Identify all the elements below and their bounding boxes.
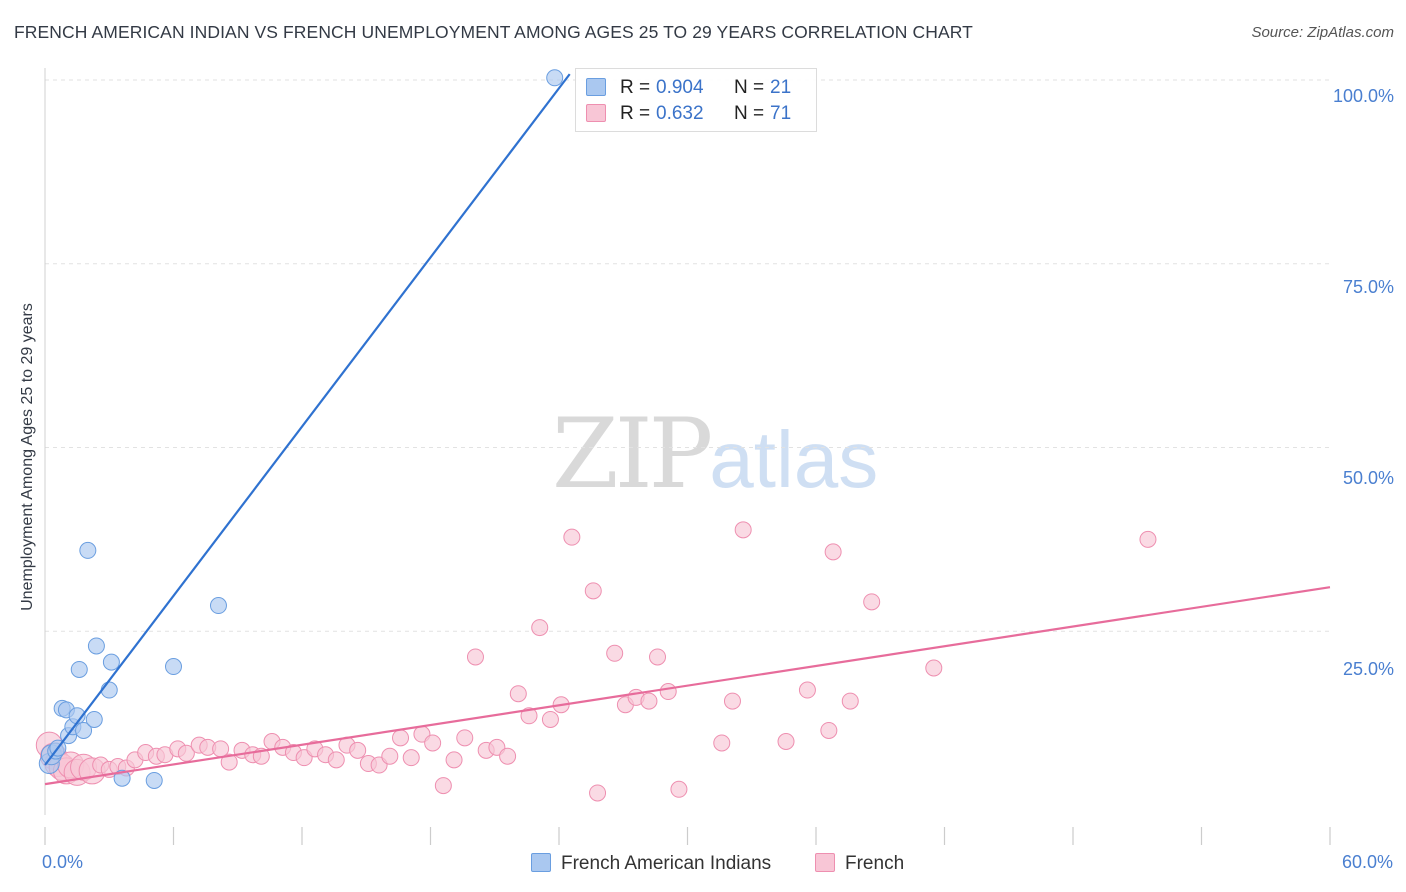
point-french — [640, 692, 658, 710]
point-french — [381, 747, 399, 765]
bottom-legend-label: French — [845, 853, 905, 874]
point-french-american-indians — [209, 597, 227, 615]
point-french — [734, 521, 752, 539]
watermark-atlas: atlas — [709, 415, 879, 504]
point-french — [456, 729, 474, 747]
point-french-american-indians — [113, 769, 131, 787]
y-tick-label-25: 25.0% — [1342, 659, 1394, 679]
point-french — [392, 729, 410, 747]
point-french — [798, 681, 816, 699]
point-french — [563, 528, 581, 546]
point-french — [349, 741, 367, 759]
point-french — [520, 707, 538, 725]
point-french — [402, 749, 420, 767]
point-french — [723, 692, 741, 710]
point-french-american-indians — [100, 681, 118, 699]
point-french-american-indians — [87, 637, 105, 655]
y-tick-label-100: 100.0% — [1332, 86, 1394, 106]
point-french — [509, 685, 527, 703]
point-french — [177, 744, 195, 762]
point-french — [424, 734, 442, 752]
legend-r-value: 0.632 — [656, 103, 704, 124]
legend-r-value: 0.904 — [656, 77, 704, 98]
point-french — [863, 593, 881, 611]
point-french — [434, 777, 452, 795]
trendline-french — [44, 586, 1331, 786]
point-french-american-indians — [145, 771, 163, 789]
point-french-american-indians — [546, 69, 564, 87]
point-french — [1139, 530, 1157, 548]
point-french — [327, 751, 345, 769]
point-french — [670, 780, 688, 798]
point-french-american-indians — [79, 541, 97, 559]
y-tick-label-75: 75.0% — [1342, 277, 1394, 297]
bottom-legend-swatch-blue — [531, 853, 551, 872]
y-tick-label-50: 50.0% — [1342, 468, 1394, 488]
bottom-legend-french-american-indians: French American Indians — [531, 853, 771, 875]
point-french — [713, 734, 731, 752]
legend-swatch-blue — [586, 78, 606, 96]
point-french — [466, 648, 484, 666]
legend-r-label: R = — [620, 103, 651, 124]
legend-n-label: N = — [734, 103, 765, 124]
bottom-legend-label: French American Indians — [561, 853, 772, 874]
point-french — [220, 753, 238, 771]
point-french — [589, 784, 607, 802]
point-french — [531, 619, 549, 637]
bottom-legend-swatch-pink — [815, 853, 835, 872]
point-french — [541, 710, 559, 728]
point-french-american-indians — [165, 658, 182, 676]
bottom-legend-french: French — [815, 853, 904, 875]
correlation-legend: R = 0.904 N = 21 R = 0.632 N = 71 — [575, 68, 817, 132]
x-tick-label-max: 60.0% — [1341, 852, 1393, 872]
point-french — [841, 692, 859, 710]
watermark: ZIPatlas — [552, 398, 878, 510]
point-french — [445, 751, 463, 769]
source-credit: Source: ZipAtlas.com — [1251, 24, 1394, 41]
point-french — [925, 659, 943, 677]
point-french-american-indians — [75, 721, 93, 739]
watermark-zip: ZIP — [552, 398, 713, 510]
trendline-french-american-indians — [44, 73, 571, 766]
point-french — [820, 721, 838, 739]
chart-title: FRENCH AMERICAN INDIAN VS FRENCH UNEMPLO… — [14, 22, 973, 42]
legend-n-label: N = — [734, 77, 765, 98]
point-french-american-indians — [85, 710, 103, 728]
legend-swatch-pink — [586, 104, 606, 122]
y-axis-label: Unemployment Among Ages 25 to 29 years — [19, 303, 36, 611]
legend-n-value: 71 — [770, 103, 792, 124]
point-french — [777, 733, 795, 750]
point-french — [824, 543, 842, 561]
point-french — [606, 644, 624, 662]
point-french — [584, 582, 602, 600]
point-french — [659, 683, 677, 701]
point-french-american-indians — [70, 660, 88, 678]
point-french-american-indians — [102, 653, 120, 671]
legend-r-label: R = — [620, 77, 651, 98]
point-french — [499, 747, 517, 765]
x-tick-label-min: 0.0% — [42, 852, 84, 872]
legend-n-value: 21 — [770, 77, 792, 98]
point-french — [649, 648, 667, 666]
